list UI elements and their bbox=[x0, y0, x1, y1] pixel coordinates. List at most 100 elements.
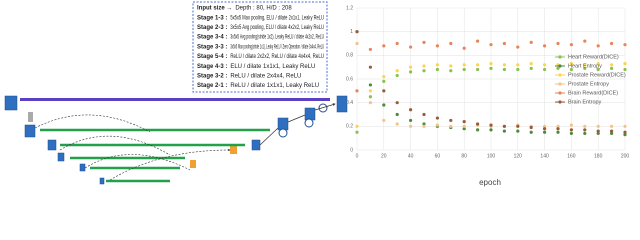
stage-cube bbox=[99, 177, 105, 185]
figure: Input size → Depth : 80, H/D : 208 Stage 1… bbox=[4, 1, 629, 187]
x-tick-label: 120 bbox=[514, 153, 523, 159]
point bbox=[610, 41, 614, 46]
point bbox=[543, 130, 547, 134]
stage-label: Stage 3-3 : bbox=[197, 44, 227, 50]
point bbox=[596, 62, 600, 66]
input-cube bbox=[4, 95, 18, 111]
stage-cube bbox=[57, 152, 65, 162]
point bbox=[569, 43, 574, 47]
point bbox=[422, 112, 426, 117]
point bbox=[395, 73, 399, 78]
point bbox=[543, 67, 547, 72]
stage-cube bbox=[47, 139, 57, 151]
point bbox=[435, 67, 439, 72]
point bbox=[409, 124, 413, 128]
point bbox=[556, 124, 560, 128]
point bbox=[623, 43, 627, 47]
legend-label: Prostate Entropy bbox=[568, 81, 609, 87]
point bbox=[543, 44, 547, 48]
y-tick-label: 0 bbox=[350, 147, 353, 153]
point bbox=[489, 128, 493, 132]
x-tick-label: 0 bbox=[356, 153, 359, 159]
point bbox=[462, 46, 466, 50]
point bbox=[368, 89, 372, 93]
stage-text: 5x5x5 Max pooling, ELU / dilate 2x1x1, L… bbox=[230, 15, 324, 21]
point bbox=[422, 64, 426, 68]
point bbox=[382, 44, 386, 48]
point bbox=[502, 124, 506, 128]
point bbox=[556, 127, 560, 131]
point bbox=[529, 125, 533, 130]
point bbox=[382, 75, 386, 79]
point bbox=[395, 122, 399, 126]
point bbox=[435, 44, 439, 48]
add-node bbox=[304, 118, 314, 128]
y-tick-label: 1.2 bbox=[346, 5, 353, 11]
point bbox=[382, 79, 386, 83]
stage-label: Stage 3-4 : bbox=[197, 35, 227, 41]
point bbox=[529, 66, 533, 70]
point bbox=[556, 66, 560, 70]
point bbox=[516, 45, 520, 49]
point bbox=[596, 131, 600, 136]
stage-cube bbox=[79, 163, 86, 172]
point bbox=[596, 124, 600, 128]
point bbox=[462, 127, 466, 131]
x-tick-label: 60 bbox=[435, 153, 441, 159]
stage-label: Input size → bbox=[197, 6, 232, 12]
point bbox=[516, 67, 520, 72]
legend-label: Brain Reward(DICE) bbox=[568, 90, 618, 96]
x-tick-label: 100 bbox=[487, 153, 496, 159]
point bbox=[623, 130, 627, 134]
point bbox=[355, 130, 359, 134]
stage-label: Stage 2-3 : bbox=[197, 25, 227, 31]
point bbox=[529, 62, 533, 66]
point bbox=[596, 129, 600, 133]
point bbox=[569, 123, 574, 127]
op-cube bbox=[190, 160, 196, 168]
point bbox=[489, 123, 493, 127]
point bbox=[449, 118, 453, 123]
stage-text: ELU / dilate 1x1x1, Leaky ReLU bbox=[230, 64, 315, 70]
point bbox=[476, 128, 480, 132]
legend-marker bbox=[558, 100, 562, 104]
y-tick-label: 0.2 bbox=[346, 124, 353, 130]
point bbox=[623, 133, 627, 137]
legend-label: Prostate Reward(DICE) bbox=[568, 72, 626, 78]
point bbox=[529, 40, 533, 44]
legend-label: Heart Entropy bbox=[568, 63, 602, 69]
point bbox=[583, 124, 587, 128]
point bbox=[435, 63, 439, 67]
point bbox=[449, 124, 453, 128]
point bbox=[610, 66, 614, 70]
point bbox=[569, 131, 574, 136]
point bbox=[435, 123, 439, 127]
stage-label: Stage 1-3 : bbox=[197, 15, 227, 21]
point bbox=[583, 66, 587, 70]
point bbox=[489, 43, 493, 47]
point bbox=[382, 118, 386, 123]
point bbox=[462, 67, 466, 72]
stage-text: ReLU / dilate 1x1x1, Leaky ReLU bbox=[230, 83, 319, 89]
y-tick-label: 1 bbox=[350, 29, 353, 35]
point bbox=[596, 44, 600, 48]
point bbox=[543, 63, 547, 67]
point bbox=[583, 63, 587, 67]
point bbox=[435, 116, 439, 120]
point bbox=[409, 70, 413, 74]
point bbox=[569, 67, 574, 72]
point bbox=[502, 41, 506, 46]
point bbox=[556, 41, 560, 46]
point bbox=[409, 118, 413, 123]
point bbox=[623, 124, 627, 128]
point bbox=[462, 124, 466, 128]
stage-cube bbox=[251, 139, 261, 151]
point bbox=[462, 63, 466, 67]
point bbox=[516, 124, 520, 128]
point bbox=[355, 89, 359, 93]
point bbox=[610, 63, 614, 67]
point bbox=[502, 63, 506, 67]
add-node bbox=[318, 103, 328, 113]
arrow-down bbox=[28, 112, 33, 122]
stage-text: 3x5x5 Max pooling(stride 1x1), Leaky ReL… bbox=[230, 44, 324, 50]
